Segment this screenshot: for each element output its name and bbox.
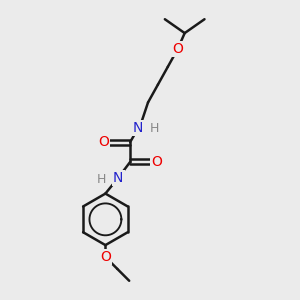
Text: H: H xyxy=(150,122,159,135)
Text: O: O xyxy=(100,250,111,264)
Text: N: N xyxy=(113,171,124,185)
Text: H: H xyxy=(97,173,106,186)
Text: N: N xyxy=(133,121,143,135)
Text: O: O xyxy=(152,155,162,169)
Text: O: O xyxy=(172,42,183,56)
Text: O: O xyxy=(98,135,109,149)
